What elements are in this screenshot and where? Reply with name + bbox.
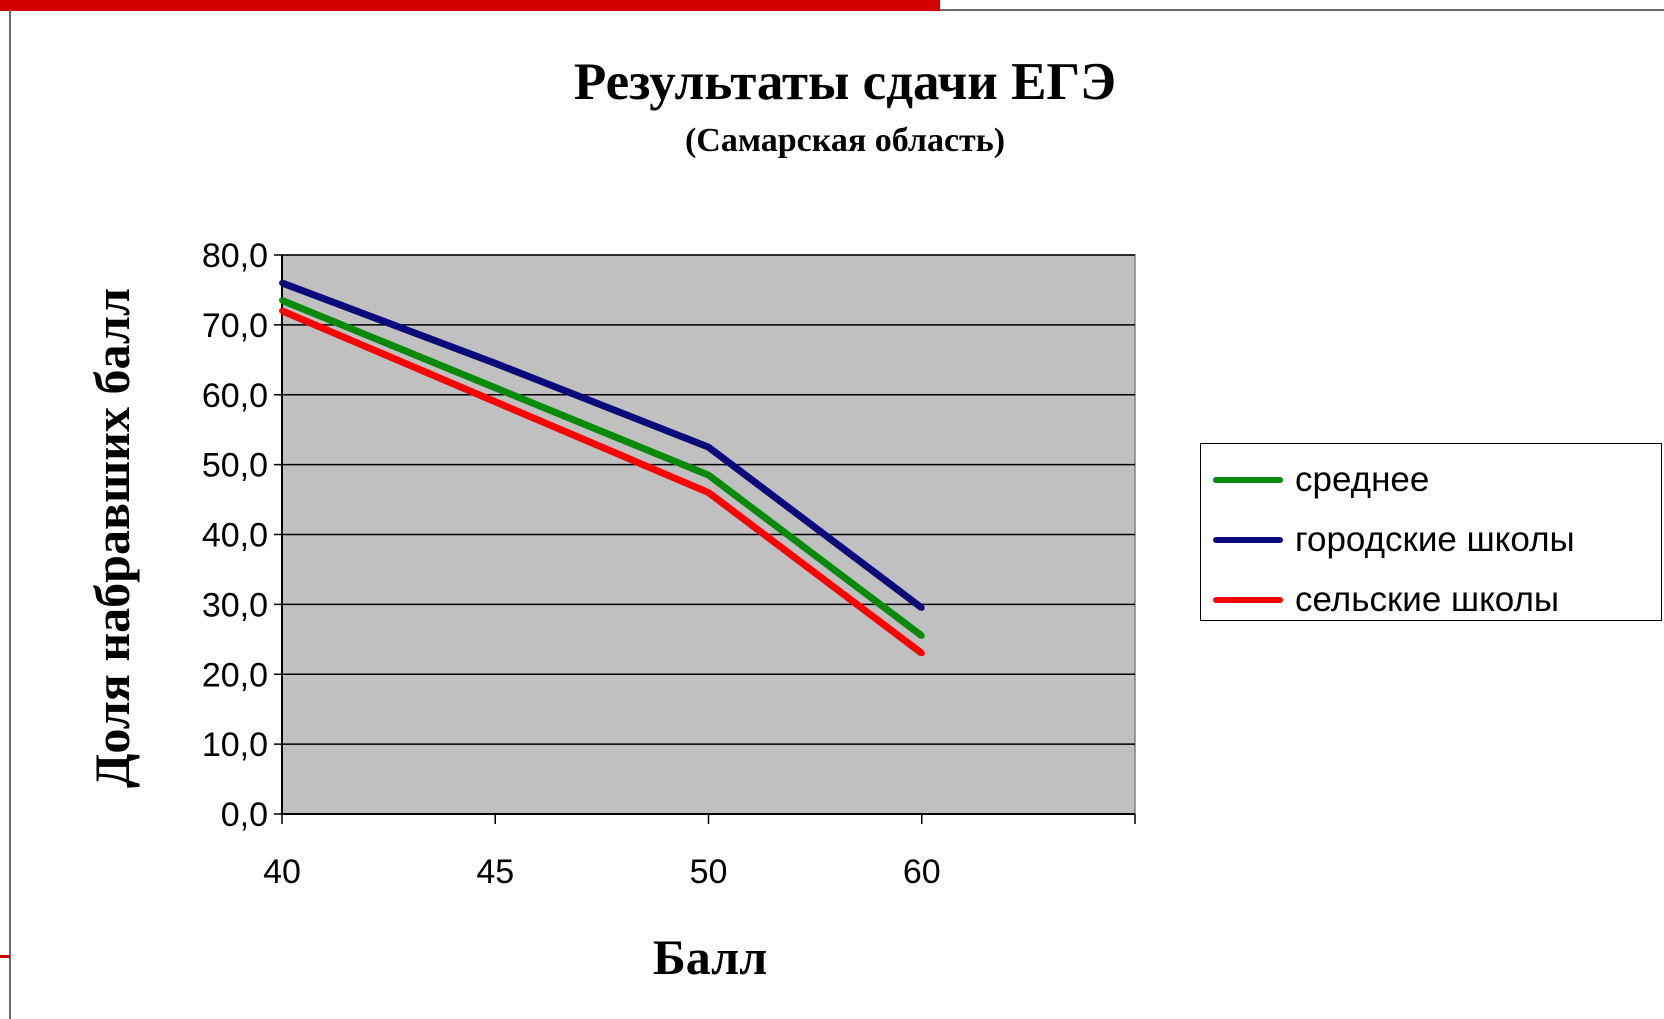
legend-item: сельские школы [1213,580,1559,620]
data-point [279,307,285,314]
legend-item: городские школы [1213,520,1575,560]
legend-item: среднее [1213,460,1429,500]
legend-swatch [1213,537,1283,543]
legend-swatch [1213,597,1283,603]
series-line [280,279,924,611]
legend: среднее городские школы сельские школы [1200,443,1662,621]
x-tick-label: 60 [903,853,941,891]
chart-subtitle: (Самарская область) [684,122,1006,159]
left-rule [9,10,11,1019]
y-tick-label: 20,0 [202,656,268,694]
data-point [492,384,499,391]
top-rule [940,9,1664,11]
legend-label: сельские школы [1295,580,1560,619]
y-tick-label: 50,0 [202,447,268,485]
y-tick-label: 70,0 [202,307,268,345]
x-tick-label: 45 [476,853,514,891]
y-tick-label: 10,0 [202,726,268,764]
y-tick-label: 30,0 [202,586,268,624]
data-point [705,489,712,496]
y-tick-label: 40,0 [202,517,268,555]
data-point [279,279,285,286]
data-point [279,297,285,304]
x-tick-label: 50 [690,853,728,891]
legend-label: городские школы [1295,520,1575,559]
series-line [280,307,924,657]
legend-swatch [1213,477,1283,483]
series-line [280,297,924,639]
data-point [705,444,712,451]
accent-mark-left [0,955,10,958]
data-point [705,472,712,479]
y-tick-label: 60,0 [202,377,268,415]
chart-title: Результаты сдачи ЕГЭ [573,53,1117,111]
accent-bar-top [0,0,940,11]
data-point [918,632,925,639]
x-axis-label: Балл [652,929,768,985]
data-point [492,398,499,405]
data-point [918,604,925,611]
legend-label: среднее [1295,460,1430,499]
y-tick-label: 0,0 [221,796,268,834]
data-point [918,650,925,657]
x-tick-label: 40 [263,853,301,891]
y-tick-label: 80,0 [202,237,268,275]
data-point [492,360,499,367]
